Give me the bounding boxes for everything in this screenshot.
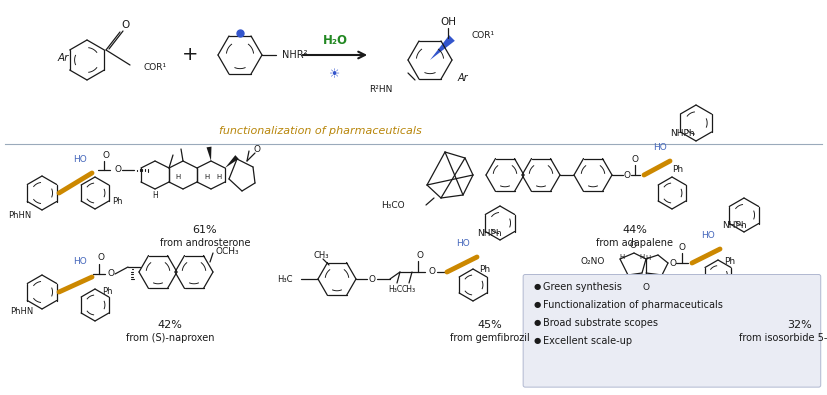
Text: O: O <box>369 275 375 284</box>
Text: O₂NO: O₂NO <box>581 258 605 267</box>
Text: H: H <box>619 254 624 260</box>
Text: Ph: Ph <box>479 265 490 273</box>
Text: from adapalene: from adapalene <box>596 238 673 248</box>
Text: from gemfibrozil: from gemfibrozil <box>450 333 530 343</box>
Text: Ar: Ar <box>57 53 69 63</box>
Text: ●: ● <box>533 318 540 327</box>
Text: NHPh: NHPh <box>722 220 747 229</box>
Text: O: O <box>254 145 261 154</box>
Text: O: O <box>629 241 637 250</box>
Text: +: + <box>182 45 198 64</box>
Text: PhHN: PhHN <box>8 211 31 220</box>
Text: CH₃: CH₃ <box>402 284 416 293</box>
Text: NHPh: NHPh <box>477 228 502 237</box>
Text: OH: OH <box>440 17 456 27</box>
Text: H: H <box>639 254 644 260</box>
Text: COR¹: COR¹ <box>472 30 495 40</box>
Text: O: O <box>108 269 114 278</box>
FancyBboxPatch shape <box>523 275 820 387</box>
Text: H₃CO: H₃CO <box>381 201 405 209</box>
Text: O: O <box>624 171 630 179</box>
Text: H: H <box>175 174 180 180</box>
Text: H: H <box>204 174 209 180</box>
Text: HO: HO <box>457 239 470 248</box>
Text: functionalization of pharmaceuticals: functionalization of pharmaceuticals <box>218 126 422 136</box>
Polygon shape <box>225 155 239 168</box>
Text: Ph: Ph <box>112 196 122 205</box>
Text: H₃C: H₃C <box>278 275 293 284</box>
Text: O: O <box>670 258 677 267</box>
Text: H: H <box>645 255 651 261</box>
Text: O: O <box>643 282 649 292</box>
Text: O: O <box>103 152 109 160</box>
Text: O: O <box>417 250 423 260</box>
Text: Excellent scale-up: Excellent scale-up <box>543 335 633 346</box>
Text: HO: HO <box>701 231 715 239</box>
Text: PhHN: PhHN <box>11 307 34 316</box>
Text: HO: HO <box>653 143 667 152</box>
Text: O: O <box>114 166 122 175</box>
Text: COR¹: COR¹ <box>143 64 166 73</box>
Text: 45%: 45% <box>478 320 502 330</box>
Text: H₃C: H₃C <box>388 284 402 293</box>
Text: 32%: 32% <box>787 320 812 330</box>
Text: CH₃: CH₃ <box>313 250 329 260</box>
Text: from isosorbide 5-nitrate: from isosorbide 5-nitrate <box>739 333 827 343</box>
Text: NHR²: NHR² <box>282 50 308 60</box>
Text: HO: HO <box>73 256 87 265</box>
Text: H: H <box>217 174 222 180</box>
Text: from androsterone: from androsterone <box>160 238 251 248</box>
Text: O: O <box>121 20 129 30</box>
Text: O: O <box>678 243 686 252</box>
Text: H₂O: H₂O <box>323 34 347 47</box>
Text: ●: ● <box>533 282 540 291</box>
Text: O: O <box>98 254 104 263</box>
Text: from (S)-naproxen: from (S)-naproxen <box>126 333 214 343</box>
Text: Ph: Ph <box>724 256 735 265</box>
Text: ●: ● <box>533 300 540 309</box>
Text: 42%: 42% <box>158 320 183 330</box>
Text: OCH₃: OCH₃ <box>216 246 240 256</box>
Text: Ph: Ph <box>102 286 112 295</box>
Polygon shape <box>430 35 455 60</box>
Text: Functionalization of pharmaceuticals: Functionalization of pharmaceuticals <box>543 299 723 310</box>
Text: HO: HO <box>73 154 87 164</box>
Text: 61%: 61% <box>193 225 218 235</box>
Text: ●: ● <box>533 336 540 345</box>
Text: R²HN: R²HN <box>369 85 392 94</box>
Text: Ph: Ph <box>672 164 683 173</box>
Text: ☀: ☀ <box>329 68 341 81</box>
Text: 44%: 44% <box>623 225 648 235</box>
Text: Green synthesis: Green synthesis <box>543 282 622 292</box>
Text: O: O <box>428 267 436 276</box>
Text: Broad substrate scopes: Broad substrate scopes <box>543 318 658 327</box>
Text: H: H <box>152 190 158 199</box>
Text: NHPh: NHPh <box>670 128 695 137</box>
Text: Ar: Ar <box>458 73 469 83</box>
Polygon shape <box>207 147 212 161</box>
Text: O: O <box>632 154 638 164</box>
